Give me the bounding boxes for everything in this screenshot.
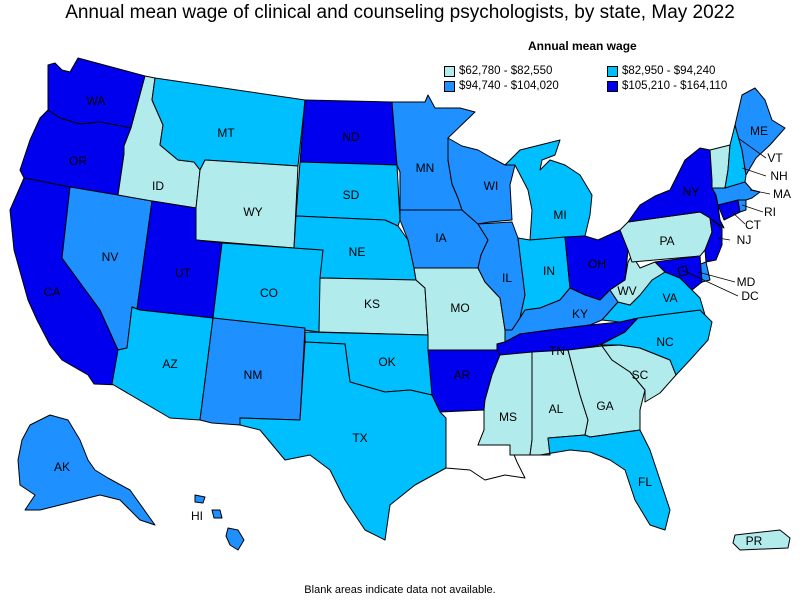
state-label-hi: HI <box>191 509 203 523</box>
state-label-oh: OH <box>588 257 606 271</box>
state-label-nm: NM <box>244 368 263 382</box>
map-title: Annual mean wage of clinical and counsel… <box>65 2 735 23</box>
state-label-sc: SC <box>632 368 649 382</box>
state-label-sd: SD <box>343 188 360 202</box>
state-tx[interactable] <box>239 341 447 541</box>
state-wa[interactable] <box>47 57 146 129</box>
state-label-nc: NC <box>656 335 674 349</box>
legend-label-3: $94,740 - $104,020 <box>459 80 559 92</box>
state-label-nd: ND <box>342 130 360 144</box>
state-label-md: MD <box>737 275 756 289</box>
state-label-ms: MS <box>499 410 517 424</box>
legend-swatch-4 <box>607 80 618 92</box>
state-label-pr: PR <box>746 534 763 548</box>
legend-title: Annual mean wage <box>528 39 637 53</box>
state-wy[interactable] <box>195 159 299 249</box>
legend-item-2: $82,950 - $94,240 <box>607 65 715 77</box>
legend-item-4: $105,210 - $164,110 <box>607 80 727 92</box>
state-label-ks: KS <box>364 297 380 311</box>
legend-swatch-2 <box>607 65 618 77</box>
state-label-ca: CA <box>44 285 61 299</box>
state-label-va: VA <box>662 291 677 305</box>
state-label-tx: TX <box>352 431 367 445</box>
state-label-al: AL <box>549 402 564 416</box>
state-label-vt: VT <box>767 151 783 165</box>
state-label-me: ME <box>750 124 768 138</box>
legend-label-4: $105,210 - $164,110 <box>622 80 728 92</box>
state-label-mn: MN <box>416 161 435 175</box>
legend-swatch-1 <box>444 65 455 77</box>
state-label-ky: KY <box>572 307 588 321</box>
state-label-ar: AR <box>454 368 471 382</box>
state-label-wv: WV <box>617 284 636 298</box>
state-label-mo: MO <box>450 301 469 315</box>
state-label-co: CO <box>260 286 278 300</box>
state-label-az: AZ <box>162 357 177 371</box>
state-label-ma: MA <box>773 187 791 201</box>
state-label-in: IN <box>543 264 555 278</box>
state-ms[interactable] <box>477 351 533 456</box>
state-mi[interactable] <box>504 139 593 241</box>
state-label-wa: WA <box>87 94 106 108</box>
state-mt[interactable] <box>151 77 306 171</box>
state-dc[interactable] <box>677 265 689 277</box>
state-label-dc: DC <box>741 289 759 303</box>
state-az[interactable] <box>111 306 214 421</box>
state-label-leaders <box>681 137 771 297</box>
state-label-il: IL <box>502 271 512 285</box>
state-wi[interactable] <box>447 137 516 225</box>
state-label-ak: AK <box>54 460 70 474</box>
state-label-or: OR <box>69 154 87 168</box>
legend-label-2: $82,950 - $94,240 <box>622 65 716 77</box>
state-label-nj: NJ <box>737 233 752 247</box>
state-label-mi: MI <box>553 208 566 222</box>
state-label-id: ID <box>152 179 164 193</box>
state-fl[interactable] <box>539 429 671 531</box>
state-pr[interactable] <box>732 529 791 551</box>
state-label-ne: NE <box>349 245 366 259</box>
state-label-ga: GA <box>596 399 613 413</box>
legend-item-3: $94,740 - $104,020 <box>444 80 559 92</box>
state-label-nv: NV <box>102 250 119 264</box>
state-label-ut: UT <box>175 266 192 280</box>
state-label-nh: NH <box>770 169 787 183</box>
legend-item-1: $62,780 - $82,550 <box>444 65 552 77</box>
state-label-wy: WY <box>243 205 262 219</box>
state-nj[interactable] <box>704 217 723 263</box>
footer-note: Blank areas indicate data not available. <box>304 584 496 596</box>
state-label-ok: OK <box>378 355 395 369</box>
state-me[interactable] <box>734 87 786 176</box>
state-label-pa: PA <box>659 234 674 248</box>
state-label-fl: FL <box>638 475 652 489</box>
legend-label-1: $62,780 - $82,550 <box>459 65 553 77</box>
state-hi[interactable] <box>194 494 245 551</box>
state-label-ct: CT <box>745 218 762 232</box>
state-label-tn: TN <box>549 344 565 358</box>
state-label-mt: MT <box>217 126 235 140</box>
state-ak[interactable] <box>17 414 156 526</box>
state-md[interactable] <box>654 255 703 291</box>
state-label-ny: NY <box>683 185 700 199</box>
state-label-wi: WI <box>484 179 499 193</box>
state-label-ri: RI <box>764 205 776 219</box>
state-label-ia: IA <box>435 231 446 245</box>
legend-swatch-3 <box>444 80 455 92</box>
